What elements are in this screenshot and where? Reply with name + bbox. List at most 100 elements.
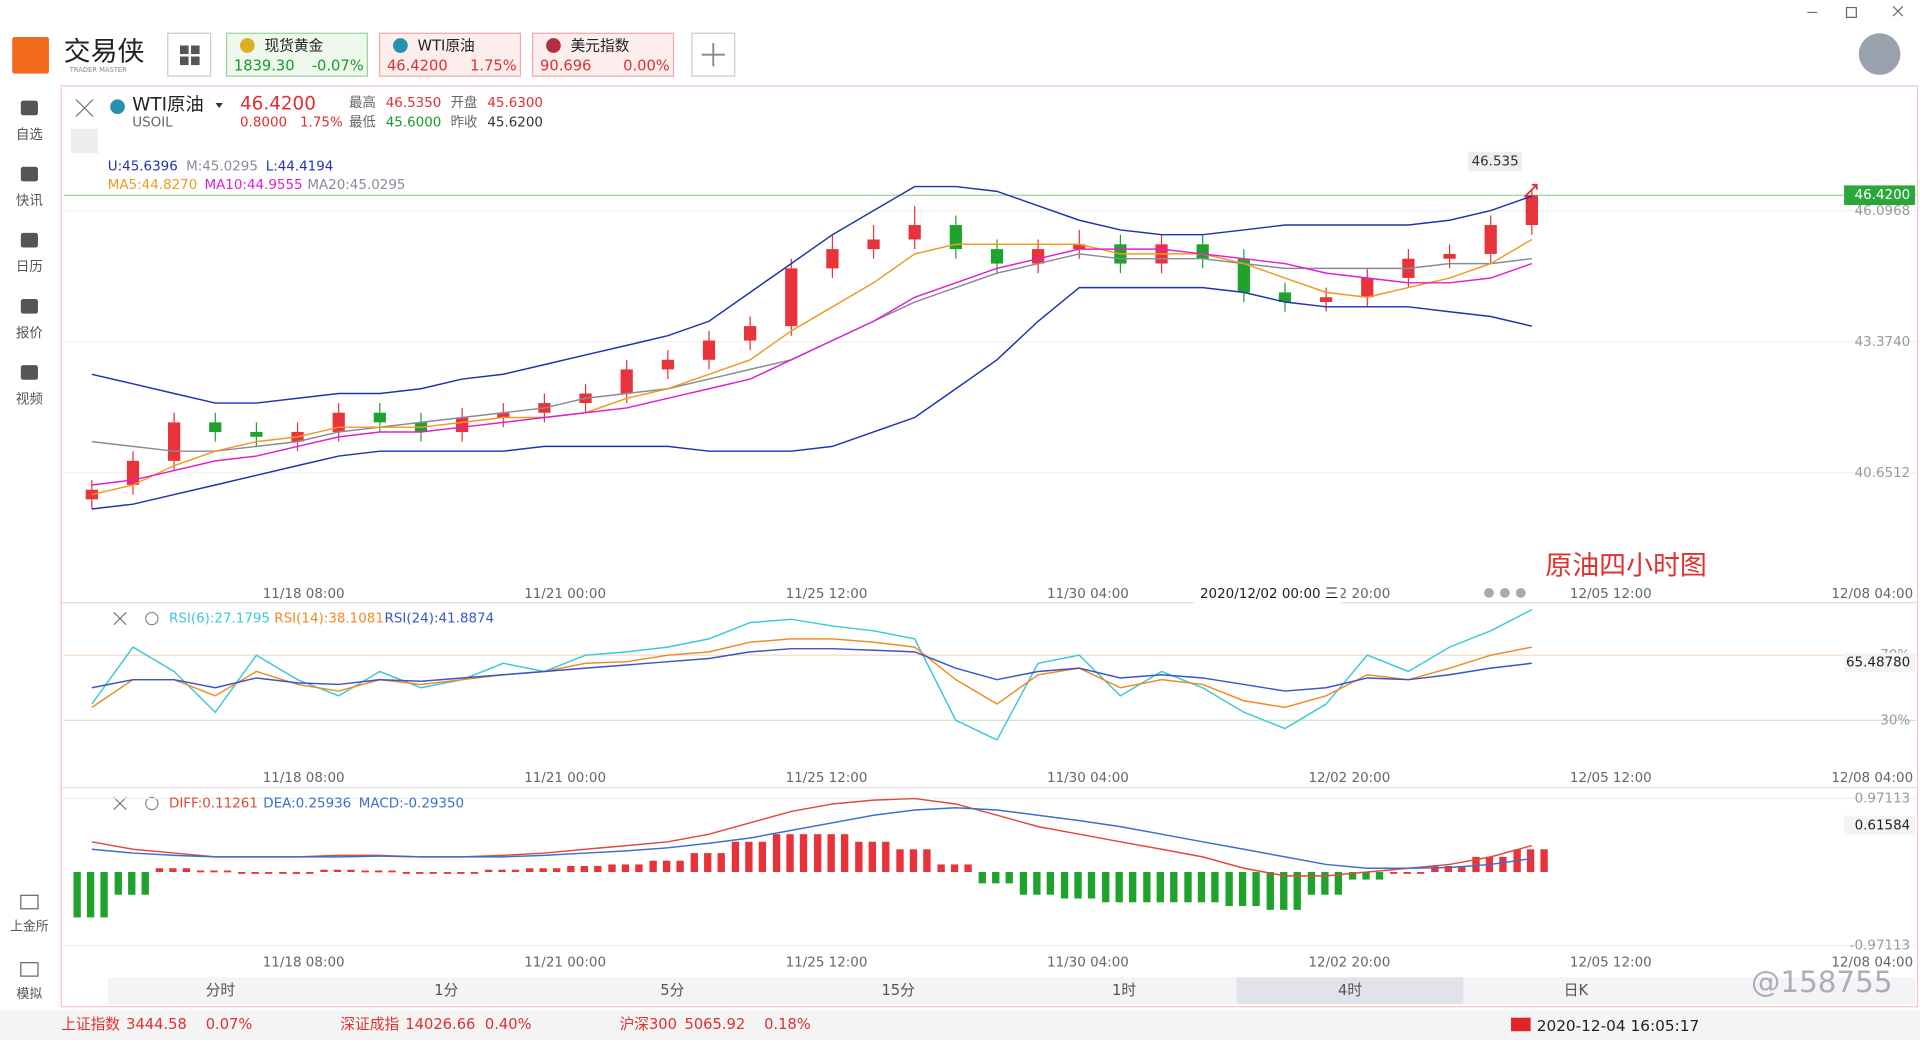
macd-bar (1334, 872, 1343, 895)
macd-bar (964, 864, 972, 873)
stat-label: 昨收 (451, 115, 478, 131)
y-tick-label: 43.3740 (1855, 335, 1911, 350)
timeframe[interactable]: 1时 (1112, 982, 1136, 999)
macd-bar (402, 872, 410, 874)
timeframe[interactable]: 4时 (1338, 982, 1362, 999)
macd-bar (923, 849, 931, 873)
series-line (91, 638, 1532, 709)
logo-icon (12, 36, 49, 74)
y-tick-label: 46.0968 (1855, 204, 1911, 219)
macd-bar (868, 841, 876, 873)
macd-bar (1211, 872, 1219, 903)
macd-bar (1033, 872, 1041, 895)
macd-bar (86, 872, 95, 918)
timeframe[interactable]: 分时 (206, 982, 236, 999)
x-tick-label: 12/05 12:00 (1570, 587, 1652, 602)
close-icon[interactable] (113, 612, 127, 811)
candle-body (1443, 253, 1456, 259)
macd-bar (676, 860, 684, 873)
last-tag (1844, 185, 1916, 206)
y-tick-label: 40.6512 (1855, 466, 1911, 481)
series-line (91, 286, 1533, 510)
grid-button[interactable] (167, 32, 212, 77)
candle-body (620, 369, 633, 394)
sidebar-icon[interactable] (20, 962, 39, 977)
gear-icon[interactable] (145, 611, 159, 626)
sidebar-icon[interactable] (20, 232, 38, 248)
stat-value: 45.6000 (386, 116, 442, 131)
macd-bar (388, 870, 396, 873)
macd-bar (1074, 872, 1082, 899)
macd-bar (1266, 872, 1274, 910)
tool-icon[interactable] (71, 128, 98, 154)
macd-bar (1019, 872, 1028, 895)
series-line (91, 807, 1532, 869)
index-value: 3444.58 (126, 1016, 187, 1033)
sidebar-icon[interactable] (20, 298, 38, 314)
macd-bar (1526, 849, 1535, 873)
symbol-name: WTI原油 (132, 95, 204, 116)
stat-value: 45.6200 (487, 116, 543, 131)
legend-entry: MA10:44.9555 (204, 178, 302, 193)
timeframe[interactable]: 15分 (881, 982, 915, 999)
legend-entry: MA5:44.8270 (108, 178, 198, 193)
candle-body (373, 412, 386, 423)
max-tag (1468, 151, 1523, 172)
series-line (91, 248, 1533, 486)
macd-bar (141, 872, 149, 895)
sidebar-icon[interactable] (20, 166, 38, 182)
sidebar-label: 报价 (16, 325, 43, 341)
sidebar-icon[interactable] (20, 894, 39, 910)
timeframe[interactable]: 5分 (660, 982, 684, 999)
macd-bar (128, 872, 136, 895)
gear-icon[interactable] (145, 796, 159, 811)
stat-label: 最低 (349, 115, 376, 131)
macd-bar (567, 865, 575, 873)
timeframe[interactable]: 1分 (434, 982, 458, 999)
macd-bar (1115, 872, 1123, 903)
tab-price: 90.696 (540, 57, 591, 74)
avatar[interactable] (1858, 33, 1901, 75)
x-tick-label: 11/21 00:00 (524, 771, 606, 786)
stat-label: 开盘 (451, 94, 478, 111)
tab-price: 1839.30 (234, 57, 295, 74)
sidebar-label: 自选 (16, 127, 43, 143)
close-icon[interactable] (75, 98, 94, 117)
macd-bar (1170, 872, 1178, 903)
candle-body (826, 249, 839, 269)
series-line (91, 797, 1533, 877)
macd-bar (1307, 872, 1316, 895)
macd-bar (210, 870, 218, 873)
x-tick-label: 12/05 12:00 (1570, 771, 1652, 786)
sidebar-icon[interactable] (20, 100, 38, 116)
timeframe[interactable]: 日K (1564, 982, 1589, 999)
y-tick-label: -0.97113 (1850, 938, 1911, 953)
candle-body (1320, 297, 1333, 303)
legend-entry: DEA:0.25936 (263, 796, 351, 811)
macd-bar (429, 872, 437, 874)
macd-bar (1540, 849, 1548, 873)
macd-bar (238, 872, 246, 874)
macd-bar (182, 868, 191, 873)
dropdown[interactable] (215, 103, 223, 108)
macd-bar (1156, 872, 1164, 903)
macd-bar (950, 864, 959, 873)
flag-icon (1511, 1017, 1531, 1032)
x-tick-label: 12/08 04:00 (1831, 771, 1913, 786)
macd-bar (320, 869, 328, 873)
macd-bar (511, 869, 520, 873)
tab-name: 美元指数 (571, 38, 630, 55)
series-line (91, 647, 1532, 692)
legend-entry: RSI(14):38.1081 (274, 612, 384, 627)
status-bar (0, 1010, 1920, 1040)
candle-body (744, 326, 757, 341)
symbol-pct: 1.75% (300, 116, 343, 131)
macd-bar (292, 872, 300, 874)
macd-bar (896, 849, 904, 873)
series-line (91, 238, 1533, 496)
sidebar-icon[interactable] (20, 365, 38, 380)
macd-bar (1403, 872, 1411, 874)
window-controls[interactable] (1807, 5, 1904, 18)
candle-body (1278, 292, 1292, 303)
candle-body (456, 417, 469, 432)
